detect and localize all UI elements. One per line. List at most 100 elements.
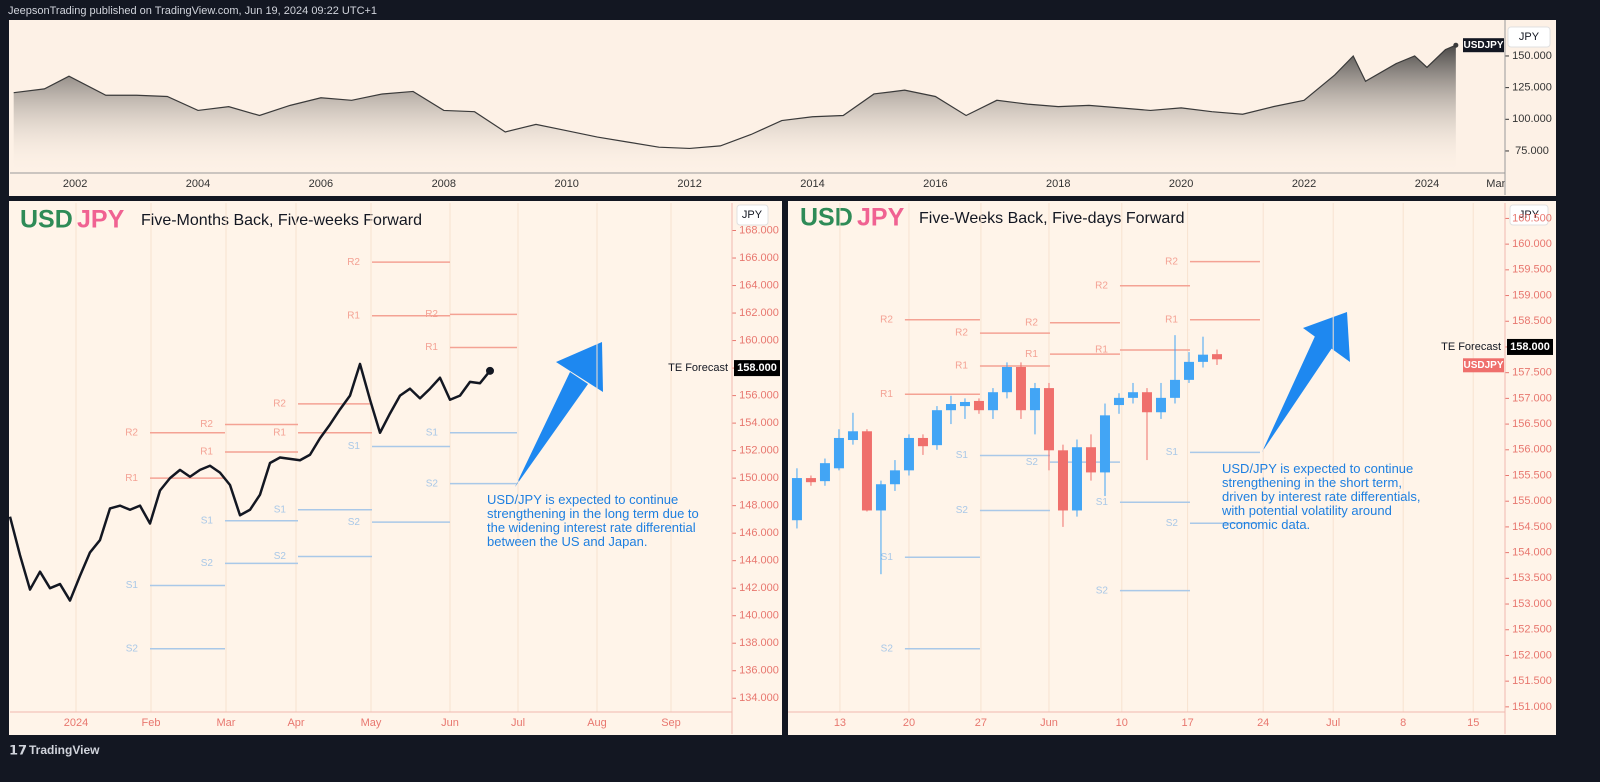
pivot-label: S2 bbox=[201, 558, 214, 569]
x-tick-label: 17 bbox=[1181, 717, 1193, 729]
pivot-label: S1 bbox=[348, 441, 361, 452]
y-tick-label: 156.500 bbox=[1512, 418, 1552, 430]
x-tick-label: 15 bbox=[1467, 717, 1479, 729]
pivot-label: R2 bbox=[955, 328, 968, 339]
x-tick-label: 20 bbox=[903, 717, 915, 729]
candle-body bbox=[959, 401, 970, 407]
currency-button[interactable] bbox=[1509, 204, 1549, 226]
x-tick-label: 2004 bbox=[186, 178, 210, 190]
x-tick-label: 10 bbox=[1116, 717, 1128, 729]
pivot-label: R1 bbox=[425, 342, 438, 353]
y-tick-label: 160.000 bbox=[1512, 238, 1552, 250]
y-tick-label: 152.000 bbox=[1512, 649, 1552, 661]
candle-body bbox=[1071, 447, 1082, 511]
x-tick-label: 2002 bbox=[63, 178, 87, 190]
candle-body bbox=[1085, 447, 1096, 473]
arrow bbox=[1262, 334, 1334, 452]
candle-body bbox=[1169, 379, 1180, 398]
pivot-label: S2 bbox=[126, 643, 139, 654]
x-tick-label: Jun bbox=[441, 717, 459, 729]
forecast-value: 158.000 bbox=[1510, 341, 1550, 353]
candle-body bbox=[1183, 361, 1194, 380]
currency-button-label[interactable]: JPY bbox=[742, 209, 763, 221]
panel-right bbox=[788, 201, 1556, 735]
forecast-label: TE Forecast bbox=[1441, 341, 1501, 353]
arrow bbox=[515, 372, 588, 487]
area-line bbox=[13, 44, 1457, 150]
pivot-label: S1 bbox=[956, 450, 969, 461]
symbol-base: USD bbox=[20, 206, 73, 234]
pivot-label: R2 bbox=[1095, 280, 1108, 291]
pivot-label: S2 bbox=[1166, 518, 1179, 529]
x-tick-label: 2024 bbox=[1415, 178, 1439, 190]
y-tick-label: 162.000 bbox=[739, 307, 779, 319]
x-tick-label: 2014 bbox=[800, 178, 824, 190]
pivot-label: S2 bbox=[956, 505, 969, 516]
pivot-label: S2 bbox=[881, 643, 894, 654]
pivot-label: S1 bbox=[1166, 447, 1179, 458]
publish-info: JeepsonTrading published on TradingView.… bbox=[8, 5, 377, 17]
x-tick-label: 2016 bbox=[923, 178, 947, 190]
currency-button[interactable] bbox=[1507, 26, 1551, 48]
y-tick-label: 166.000 bbox=[739, 252, 779, 264]
x-tick-label: 27 bbox=[975, 717, 987, 729]
pivot-label: R2 bbox=[273, 398, 286, 409]
candle-body bbox=[1127, 392, 1138, 398]
x-tick-label: Mar bbox=[217, 717, 236, 729]
x-tick-label: 2012 bbox=[677, 178, 701, 190]
symbol-tag bbox=[1463, 358, 1504, 373]
candle-body bbox=[931, 410, 942, 446]
logo-mark: 𝟭𝟳 bbox=[9, 742, 27, 757]
symbol-tag-label: USDJPY bbox=[1463, 360, 1503, 371]
panel-left bbox=[9, 201, 782, 735]
y-tick-label: 157.000 bbox=[1512, 392, 1552, 404]
currency-button-label[interactable]: JPY bbox=[1519, 31, 1540, 43]
candle-body bbox=[973, 400, 984, 411]
y-tick-label: 138.000 bbox=[739, 637, 779, 649]
y-tick-label: 160.000 bbox=[739, 334, 779, 346]
y-tick-label: 75.000 bbox=[1515, 145, 1549, 157]
pivot-label: R1 bbox=[125, 473, 138, 484]
candle-body bbox=[945, 404, 956, 411]
x-tick-label: Aug bbox=[587, 717, 607, 729]
x-tick-label: Sep bbox=[661, 717, 681, 729]
pivot-label: R2 bbox=[880, 314, 893, 325]
y-tick-label: 160.500 bbox=[1512, 212, 1552, 224]
last-point bbox=[486, 366, 494, 375]
candle-body bbox=[889, 470, 900, 485]
candle-body bbox=[1029, 388, 1040, 411]
candle-body bbox=[1057, 450, 1068, 511]
y-tick-label: 168.000 bbox=[739, 224, 779, 236]
y-tick-label: 125.000 bbox=[1512, 82, 1552, 94]
annotation: USD/JPY is expected to continue strength… bbox=[487, 492, 699, 549]
forecast-tag bbox=[734, 360, 780, 377]
chart-title: Five-Weeks Back, Five-days Forward bbox=[919, 210, 1185, 227]
pivot-label: R2 bbox=[200, 419, 213, 430]
pivot-label: S1 bbox=[274, 504, 287, 515]
x-tick-label: 13 bbox=[834, 717, 846, 729]
x-tick-label: Jul bbox=[511, 717, 525, 729]
candle-body bbox=[1211, 354, 1222, 360]
candle-body bbox=[819, 463, 830, 482]
pivot-label: R1 bbox=[347, 310, 360, 321]
currency-button-label[interactable]: JPY bbox=[1519, 209, 1540, 221]
y-tick-label: 134.000 bbox=[739, 692, 779, 704]
y-tick-label: 156.000 bbox=[739, 390, 779, 402]
forecast-tag bbox=[1507, 338, 1553, 355]
x-tick-label: Jun bbox=[1040, 717, 1058, 729]
candle-body bbox=[833, 437, 844, 469]
footer-brand: TradingView bbox=[29, 743, 100, 757]
y-tick-label: 164.000 bbox=[739, 279, 779, 291]
candle-body bbox=[903, 437, 914, 471]
last-point bbox=[1453, 42, 1459, 48]
x-tick-label: 2008 bbox=[432, 178, 456, 190]
x-tick-label: May bbox=[361, 717, 382, 729]
pivot-label: R1 bbox=[273, 427, 286, 438]
candle-body bbox=[861, 431, 872, 511]
y-tick-label: 152.500 bbox=[1512, 624, 1552, 636]
pivot-label: S2 bbox=[274, 551, 287, 562]
currency-button[interactable] bbox=[736, 204, 769, 226]
y-tick-label: 159.500 bbox=[1512, 264, 1552, 276]
